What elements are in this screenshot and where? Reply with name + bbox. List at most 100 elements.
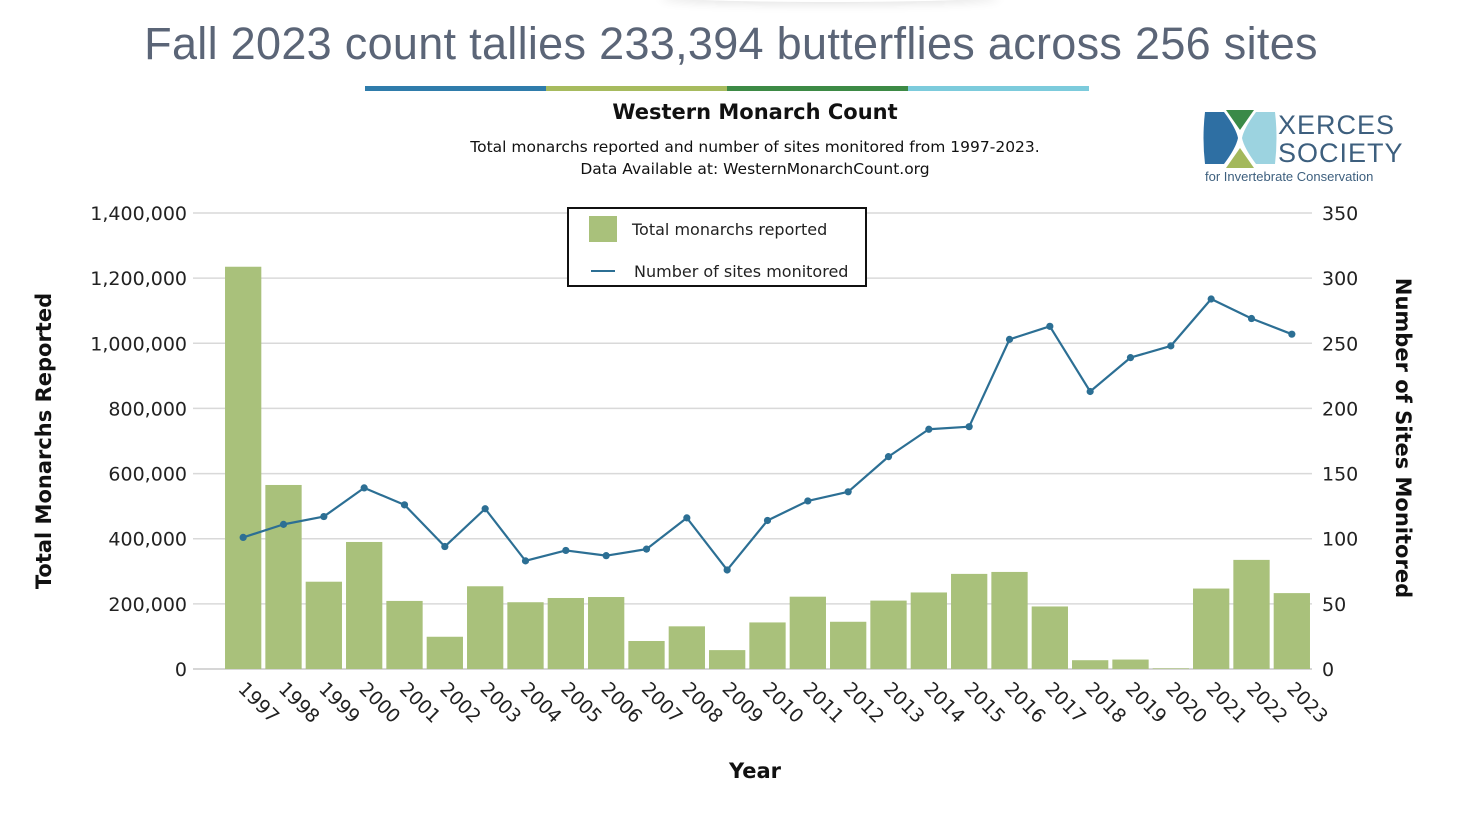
x-tick-label: 2009	[718, 678, 768, 728]
x-tick-label: 2001	[395, 678, 445, 728]
sites-point-2020	[1167, 342, 1175, 350]
y-tick-label-right: 100	[1322, 529, 1358, 551]
x-tick-label: 2003	[476, 678, 526, 728]
y-tick-label-right: 300	[1322, 268, 1358, 290]
y-tick-label-left: 800,000	[108, 398, 187, 420]
sites-point-2011	[804, 497, 812, 505]
x-tick-label: 2014	[919, 678, 969, 728]
sites-point-2003	[481, 505, 489, 513]
y-tick-label-left: 1,200,000	[90, 268, 187, 290]
sites-point-1997	[239, 533, 247, 542]
sites-point-2002	[441, 542, 449, 551]
bar-2002	[426, 636, 463, 669]
chart-legend: Total monarchs reported Number of sites …	[567, 207, 867, 287]
sites-point-2017	[1046, 322, 1054, 330]
xerces-x-mark-icon	[1203, 110, 1277, 168]
sites-line	[242, 297, 1293, 572]
bar-2007	[628, 640, 665, 669]
sites-point-2007	[642, 545, 651, 553]
x-tick-label: 2011	[798, 678, 848, 728]
title-underline-segment-2	[546, 86, 727, 91]
bar-2020	[1152, 668, 1189, 669]
sites-point-2021	[1207, 295, 1215, 303]
sites-point-1998	[279, 520, 288, 528]
logo-word-xerces: XERCES	[1278, 110, 1396, 140]
legend-item-line: Number of sites monitored	[589, 257, 848, 285]
bar-2001	[386, 600, 423, 669]
x-tick-label: 1998	[274, 678, 324, 728]
x-tick-label: 2005	[556, 678, 606, 728]
bar-2021	[1193, 588, 1230, 669]
sites-point-2012	[844, 488, 852, 496]
bar-2011	[789, 596, 826, 669]
y-tick-label-right: 350	[1322, 203, 1358, 225]
legend-swatch-bar	[589, 216, 617, 242]
bar-1999	[305, 581, 342, 669]
bar-2009	[709, 650, 746, 669]
x-tick-label: 2020	[1161, 678, 1211, 728]
sites-point-2006	[602, 552, 610, 560]
legend-swatch-line	[591, 270, 615, 272]
y-tick-label-right: 250	[1322, 333, 1358, 355]
legend-label-line: Number of sites monitored	[634, 261, 849, 281]
y-tick-label-left: 1,400,000	[90, 203, 187, 225]
sites-point-2015	[965, 423, 973, 431]
y-tick-label-left: 200,000	[108, 594, 187, 616]
sites-point-2018	[1086, 387, 1094, 396]
bar-2012	[830, 621, 867, 669]
x-tick-label: 2015	[960, 678, 1010, 728]
bar-2004	[507, 602, 544, 669]
sites-point-2014	[925, 425, 933, 433]
sites-point-2023	[1288, 330, 1296, 338]
x-tick-label: 2000	[355, 678, 405, 728]
chart-data-source: Data Available at: WesternMonarchCount.o…	[580, 160, 930, 178]
sites-point-2008	[683, 514, 691, 522]
x-tick-label: 2023	[1282, 678, 1332, 728]
bar-2008	[668, 626, 705, 669]
bar-2016	[991, 571, 1028, 669]
x-tick-label: 2021	[1202, 678, 1252, 728]
x-tick-label: 2008	[677, 678, 727, 728]
x-tick-label: 2013	[879, 678, 929, 728]
y-tick-label-right: 0	[1322, 659, 1334, 681]
bar-2010	[749, 622, 786, 669]
x-tick-label: 2019	[1121, 678, 1171, 728]
logo-tagline: for Invertebrate Conservation	[1205, 169, 1374, 184]
logo-word-society: SOCIETY	[1278, 138, 1404, 168]
sites-point-2019	[1126, 354, 1135, 362]
y-axis-title-left: Total Monarchs Reported	[32, 293, 56, 589]
x-tick-label: 2018	[1081, 678, 1131, 728]
bar-2014	[910, 592, 947, 669]
x-tick-label: 2017	[1040, 678, 1090, 728]
x-tick-label: 1999	[314, 678, 364, 728]
bar-2013	[870, 600, 907, 669]
y-tick-label-right: 50	[1322, 594, 1346, 616]
sites-point-2010	[763, 516, 772, 525]
legend-label-bars: Total monarchs reported	[632, 219, 828, 239]
y-tick-label-left: 1,000,000	[90, 333, 187, 355]
bar-2006	[588, 597, 625, 669]
sites-point-2005	[562, 546, 570, 555]
x-tick-label: 1997	[234, 678, 284, 728]
bar-2000	[346, 541, 383, 669]
xerces-society-logo: XERCES SOCIETY for Invertebrate Conserva…	[1202, 108, 1412, 190]
x-tick-label: 2007	[637, 678, 687, 728]
sites-point-2022	[1247, 314, 1256, 323]
y-tick-label-left: 400,000	[108, 529, 187, 551]
x-tick-label: 2022	[1242, 678, 1292, 728]
bar-2017	[1031, 606, 1068, 669]
bar-1998	[265, 484, 302, 669]
bar-2015	[951, 573, 988, 669]
y-tick-label-right: 200	[1322, 398, 1358, 420]
y-tick-label-left: 0	[175, 659, 187, 681]
slide-title: Fall 2023 count tallies 233,394 butterfl…	[144, 18, 1318, 69]
bar-2023	[1273, 593, 1310, 669]
bar-2022	[1233, 559, 1270, 669]
title-underline-segment-4	[908, 86, 1089, 91]
sites-point-1999	[320, 512, 328, 521]
y-tick-label-right: 150	[1322, 464, 1358, 486]
sites-point-2009	[723, 566, 731, 574]
y-axis-title-right: Number of Sites Monitored	[1391, 278, 1415, 598]
y-tick-label-left: 600,000	[108, 464, 187, 486]
sites-point-2016	[1005, 335, 1014, 343]
